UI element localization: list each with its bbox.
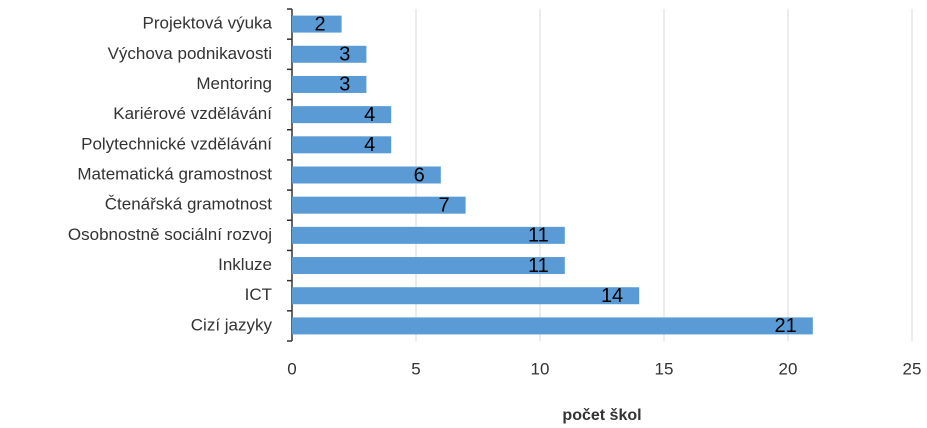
x-tick-label: 0 xyxy=(287,359,296,378)
bar xyxy=(292,257,565,275)
data-label: 6 xyxy=(414,164,425,186)
y-tick-label: Polytechnické vzdělávání xyxy=(81,134,272,153)
x-axis-label: počet škol xyxy=(562,407,641,424)
bar xyxy=(292,75,367,93)
data-label: 4 xyxy=(364,104,375,126)
data-label: 3 xyxy=(339,44,350,66)
y-tick-label: Inkluze xyxy=(218,255,272,274)
x-tick-label: 15 xyxy=(655,359,674,378)
y-tick-label: Mentoring xyxy=(196,74,272,93)
bar xyxy=(292,226,565,244)
y-tick-label: Čtenářská gramotnost xyxy=(105,195,273,214)
x-tick-label: 10 xyxy=(531,359,550,378)
bar xyxy=(292,45,367,63)
bar xyxy=(292,317,813,335)
bar xyxy=(292,15,342,33)
bar xyxy=(292,136,392,154)
y-tick-label: Projektová výuka xyxy=(143,14,273,33)
bar xyxy=(292,166,441,184)
data-label: 11 xyxy=(528,225,549,247)
data-label: 2 xyxy=(314,13,325,35)
data-label: 7 xyxy=(438,194,449,216)
y-tick-label: Výchova podnikavosti xyxy=(108,44,272,63)
bar xyxy=(292,196,466,214)
bar xyxy=(292,287,640,305)
data-label: 14 xyxy=(601,285,623,307)
y-tick-label: Osobnostně sociální rozvoj xyxy=(68,225,272,244)
data-label: 4 xyxy=(364,134,375,156)
data-label: 3 xyxy=(339,74,350,96)
y-tick-label: Kariérové vzdělávání xyxy=(113,104,272,123)
x-tick-label: 20 xyxy=(779,359,798,378)
y-tick-label: Matematická gramostnost xyxy=(77,164,272,183)
y-tick-label: ICT xyxy=(245,285,272,304)
x-tick-label: 25 xyxy=(903,359,922,378)
data-label: 11 xyxy=(528,255,549,277)
x-tick-label: 5 xyxy=(411,359,420,378)
y-tick-label: Cizí jazyky xyxy=(191,315,273,334)
data-label: 21 xyxy=(775,315,797,337)
bar xyxy=(292,106,392,124)
